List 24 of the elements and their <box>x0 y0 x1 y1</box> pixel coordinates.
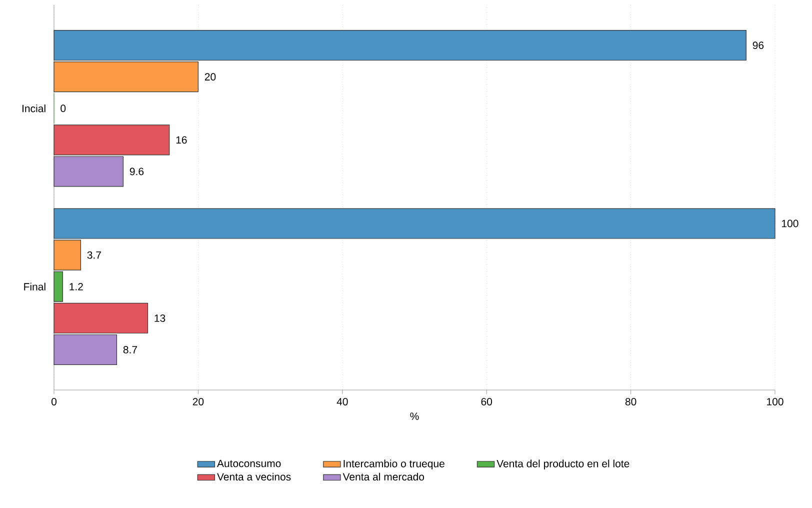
data-label: 13 <box>154 314 166 322</box>
data-label: 96 <box>752 42 764 50</box>
data-label: 20 <box>204 73 216 81</box>
data-label: 100 <box>782 220 798 228</box>
data-label: 0 <box>60 104 66 112</box>
data-label: 3.7 <box>87 251 101 259</box>
legend-label: Intercambio o trueque <box>344 460 444 470</box>
x-tick-label: 40 <box>336 398 348 406</box>
legend-label: Venta a vecinos <box>217 472 291 481</box>
x-tick-label: 20 <box>192 398 204 406</box>
data-label: 8.7 <box>123 346 137 354</box>
data-label: 16 <box>176 136 187 144</box>
legend-label: Venta al mercado <box>342 472 424 481</box>
x-tick-label: 0 <box>51 398 57 406</box>
y-tick-label: Final <box>24 282 46 290</box>
legend-label: Autoconsumo <box>216 460 281 468</box>
x-tick-label: 80 <box>625 398 636 406</box>
data-label: 9.6 <box>130 168 144 176</box>
legend-label: Venta del producto en el lote <box>496 460 630 470</box>
x-tick-label: 60 <box>481 398 492 406</box>
data-label: 1.2 <box>70 282 83 290</box>
x-tick-label: 100 <box>767 398 784 406</box>
x-axis-title: % <box>410 412 419 420</box>
y-tick-label: Incial <box>22 104 46 112</box>
